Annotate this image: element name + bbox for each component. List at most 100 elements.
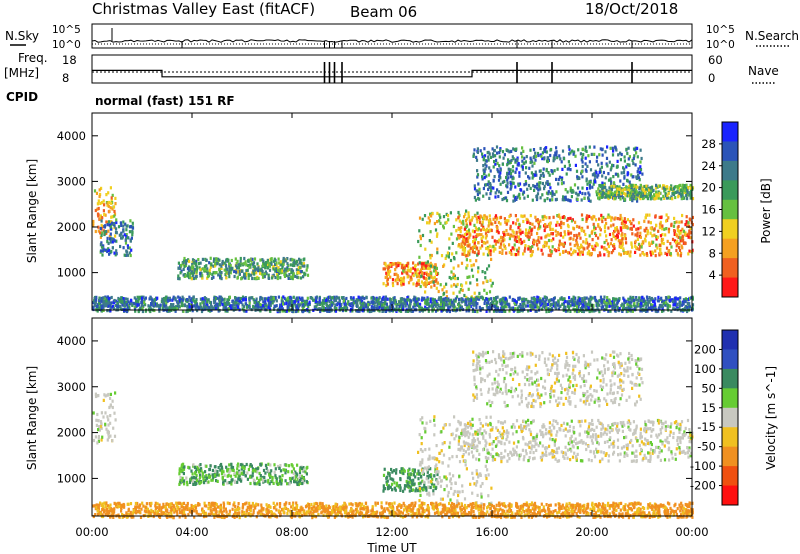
power-cell bbox=[435, 299, 438, 303]
power-cell bbox=[509, 180, 512, 184]
power-cell bbox=[419, 237, 422, 241]
power-cell bbox=[107, 241, 110, 245]
power-cell bbox=[541, 193, 544, 197]
power-cell bbox=[370, 296, 373, 300]
power-cell bbox=[417, 278, 420, 283]
power-cell bbox=[429, 212, 432, 216]
power-cell bbox=[621, 240, 624, 244]
power-cell bbox=[420, 262, 423, 266]
power-cell bbox=[472, 309, 475, 313]
power-cell bbox=[542, 297, 545, 301]
power-cell bbox=[130, 225, 133, 229]
power-cell bbox=[425, 276, 428, 281]
power-cell bbox=[642, 189, 645, 193]
power-cell bbox=[685, 215, 688, 219]
power-cell bbox=[389, 263, 392, 267]
power-cell bbox=[263, 262, 266, 266]
power-cell bbox=[547, 245, 551, 249]
power-cell bbox=[639, 309, 642, 313]
power-cell bbox=[673, 232, 676, 236]
power-cell bbox=[668, 188, 671, 192]
power-cell bbox=[553, 301, 556, 305]
power-cell bbox=[503, 238, 506, 242]
power-cell bbox=[619, 158, 622, 162]
power-cell bbox=[662, 241, 665, 246]
power-cell bbox=[656, 185, 659, 189]
power-cell bbox=[426, 302, 429, 306]
power-cell bbox=[679, 229, 682, 233]
power-cell bbox=[636, 155, 639, 159]
power-cell bbox=[476, 175, 479, 179]
power-cell bbox=[593, 248, 596, 252]
power-cell bbox=[343, 305, 346, 309]
power-cell bbox=[432, 305, 435, 309]
power-cell bbox=[92, 301, 95, 305]
power-cell bbox=[682, 186, 685, 190]
power-cell bbox=[240, 269, 243, 273]
power-cell bbox=[485, 279, 488, 283]
power-cell bbox=[546, 224, 549, 228]
power-cell bbox=[398, 278, 401, 282]
power-cell bbox=[529, 221, 532, 226]
power-cell bbox=[496, 161, 499, 165]
power-cell bbox=[666, 239, 669, 243]
power-cell bbox=[671, 299, 674, 304]
power-cell bbox=[384, 275, 387, 279]
power-cell bbox=[417, 297, 420, 301]
power-cell bbox=[558, 239, 561, 243]
power-cell bbox=[678, 307, 681, 311]
power-cell bbox=[129, 238, 132, 242]
power-cell bbox=[376, 304, 379, 308]
power-cell bbox=[505, 148, 508, 152]
power-cell bbox=[579, 152, 582, 156]
power-cell bbox=[265, 297, 268, 301]
power-cell bbox=[233, 274, 236, 279]
power-cell bbox=[494, 154, 497, 158]
power-cell bbox=[297, 300, 300, 304]
power-cell bbox=[101, 249, 104, 253]
power-cell bbox=[524, 171, 527, 175]
power-cell bbox=[635, 151, 638, 155]
power-cell bbox=[667, 230, 670, 234]
power-cell bbox=[505, 175, 508, 180]
power-cell bbox=[676, 190, 679, 194]
power-cell bbox=[436, 247, 439, 251]
power-cell bbox=[455, 218, 458, 222]
power-cell bbox=[404, 309, 407, 313]
power-cell bbox=[610, 187, 613, 191]
power-cell bbox=[599, 295, 603, 299]
power-cell bbox=[486, 253, 490, 257]
power-cell bbox=[616, 233, 619, 237]
power-cell bbox=[526, 194, 529, 198]
power-cell bbox=[547, 192, 550, 196]
power-cell bbox=[679, 303, 682, 307]
power-cell bbox=[552, 299, 555, 303]
power-cell bbox=[484, 162, 487, 166]
power-cell bbox=[598, 197, 601, 201]
power-cell bbox=[537, 153, 540, 158]
power-cell bbox=[177, 266, 180, 270]
power-cell bbox=[632, 156, 635, 161]
power-cell bbox=[108, 234, 111, 239]
power-cell bbox=[257, 276, 260, 280]
power-cell bbox=[598, 189, 601, 193]
power-cell bbox=[644, 229, 647, 233]
power-cell bbox=[686, 189, 689, 193]
power-cell bbox=[635, 176, 638, 180]
power-cell bbox=[259, 298, 262, 302]
power-cell bbox=[530, 171, 533, 175]
power-cell bbox=[423, 296, 426, 300]
power-cell bbox=[530, 253, 534, 257]
power-cell bbox=[113, 239, 116, 243]
power-cell bbox=[595, 218, 598, 222]
power-cell bbox=[535, 239, 538, 243]
power-cell bbox=[328, 295, 332, 299]
power-cell bbox=[323, 297, 326, 301]
power-cell bbox=[513, 247, 516, 251]
power-cell bbox=[635, 246, 638, 250]
power-cell bbox=[608, 186, 611, 190]
power-cell bbox=[255, 297, 258, 301]
power-cell bbox=[387, 265, 391, 269]
power-cell bbox=[578, 297, 581, 301]
power-cell bbox=[189, 275, 192, 279]
